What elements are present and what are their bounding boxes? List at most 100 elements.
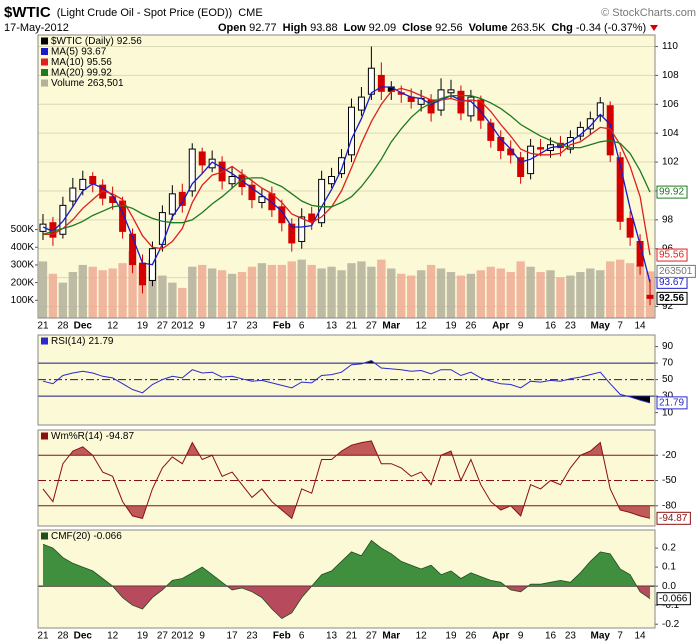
y-tick-label: 10 (662, 407, 674, 418)
candle-body (69, 187, 77, 202)
volume-bar (357, 261, 366, 318)
last-value-label: 263501 (659, 266, 693, 277)
volume-bar (566, 275, 575, 318)
candle-body (59, 204, 67, 235)
quote-label: High (283, 22, 308, 34)
x-tick-label: 9 (199, 631, 205, 642)
y-tick-label: 106 (662, 99, 679, 110)
legend-swatch (41, 532, 48, 540)
volume-bar (387, 268, 396, 318)
legend-value: 95.56 (87, 57, 112, 68)
x-tick-label: 21 (346, 321, 358, 332)
volume-bar (327, 266, 336, 318)
indicator-line (42, 360, 651, 404)
candle-body (377, 74, 385, 92)
candle-body (626, 217, 634, 238)
legend-value: 21.79 (88, 336, 113, 347)
moving-average-line (42, 86, 651, 283)
volume-bar (337, 270, 346, 318)
x-tick-label: May (591, 631, 611, 642)
overbought-fill (43, 440, 650, 456)
volume-bar (596, 270, 605, 318)
instrument-name: (Light Crude Oil - Spot Price (EOD)) (57, 7, 232, 19)
x-tick-label: 26 (465, 631, 477, 642)
x-tick-label: Mar (382, 321, 400, 332)
panel-frame (37, 529, 656, 629)
volume-bar (168, 282, 177, 318)
candle-body (129, 233, 137, 266)
volume-tick-label: 500K (11, 224, 35, 235)
x-tick-label: 21 (346, 631, 358, 642)
y-tick-label: 104 (662, 128, 679, 139)
x-tick-label: 17 (226, 321, 238, 332)
x-tick-label: 17 (226, 631, 238, 642)
volume-bar (367, 266, 376, 318)
date: 17-May-2012 (4, 22, 69, 34)
last-value-box (656, 511, 691, 525)
volume-bar (606, 261, 615, 318)
x-tick-label: Dec (74, 321, 93, 332)
x-tick-label: 16 (545, 631, 557, 642)
volume-bar (48, 273, 58, 318)
volume-bar (466, 273, 476, 318)
x-tick-label: 21 (37, 321, 49, 332)
x-tick-label: 28 (57, 631, 69, 642)
x-tick-label: 12 (416, 321, 428, 332)
legend-value: 92.56 (117, 36, 142, 47)
legend-entry: RSI(14) 21.79 (51, 336, 114, 347)
last-value-label: 95.56 (659, 250, 684, 261)
x-tick-label: 14 (635, 321, 647, 332)
candle-body (347, 106, 355, 156)
moving-average-line (43, 87, 651, 256)
candle-body (258, 196, 266, 203)
legend-swatch (41, 37, 48, 45)
candle-body (367, 67, 375, 95)
candle-body (288, 223, 296, 244)
volume-bar (118, 263, 127, 318)
legend-entry: $WTIC (Daily) 92.56 (51, 36, 142, 47)
quote-label: Volume (469, 22, 508, 34)
candle-body (467, 96, 475, 117)
volume-bar (148, 259, 157, 318)
volume-bar (347, 263, 356, 318)
candle-body (89, 176, 97, 185)
symbol: $WTIC (4, 4, 51, 21)
legend-name: MA(5) (51, 46, 78, 57)
x-tick-label: Dec (74, 631, 93, 642)
volume-bar (58, 282, 68, 318)
x-tick-label: Apr (492, 631, 509, 642)
volume-bar (407, 275, 416, 318)
volume-bar (98, 270, 107, 318)
volume-bar (496, 268, 505, 318)
quote-value: -0.34 (-0.37%) (576, 22, 646, 34)
y-tick-label: 0.1 (662, 562, 676, 573)
volume-bar (287, 261, 296, 318)
legend-entry: MA(5) 93.67 (51, 46, 107, 57)
legend-swatch (41, 58, 48, 66)
last-value-label: 21.79 (659, 398, 684, 409)
y-tick-label: 92 (662, 301, 674, 312)
legend-value: -0.066 (93, 531, 122, 542)
volume-bar (158, 275, 167, 318)
volume-bar (377, 259, 386, 318)
x-tick-label: 16 (545, 321, 557, 332)
volume-bar (635, 264, 645, 318)
legend-swatch (41, 69, 48, 76)
quote-value: 92.09 (369, 22, 397, 34)
legend-value: 93.67 (81, 46, 106, 57)
volume-bar (536, 272, 545, 318)
legend-name: CMF(20) (51, 531, 90, 542)
y-tick-label: -80 (662, 500, 677, 511)
last-value-label: 99.92 (659, 187, 684, 198)
volume-bar (446, 272, 456, 318)
x-tick-label: 23 (565, 631, 577, 642)
y-tick-label: -0.2 (662, 619, 680, 630)
last-value-box (656, 264, 696, 278)
x-tick-label: 21 (37, 631, 49, 642)
legend-swatch (41, 432, 48, 440)
legend-entry: Wm%R(14) -94.87 (51, 431, 134, 442)
x-tick-label: 19 (445, 631, 457, 642)
last-value-box (656, 248, 688, 262)
volume-bar (78, 264, 87, 318)
x-tick-label: 27 (157, 631, 169, 642)
